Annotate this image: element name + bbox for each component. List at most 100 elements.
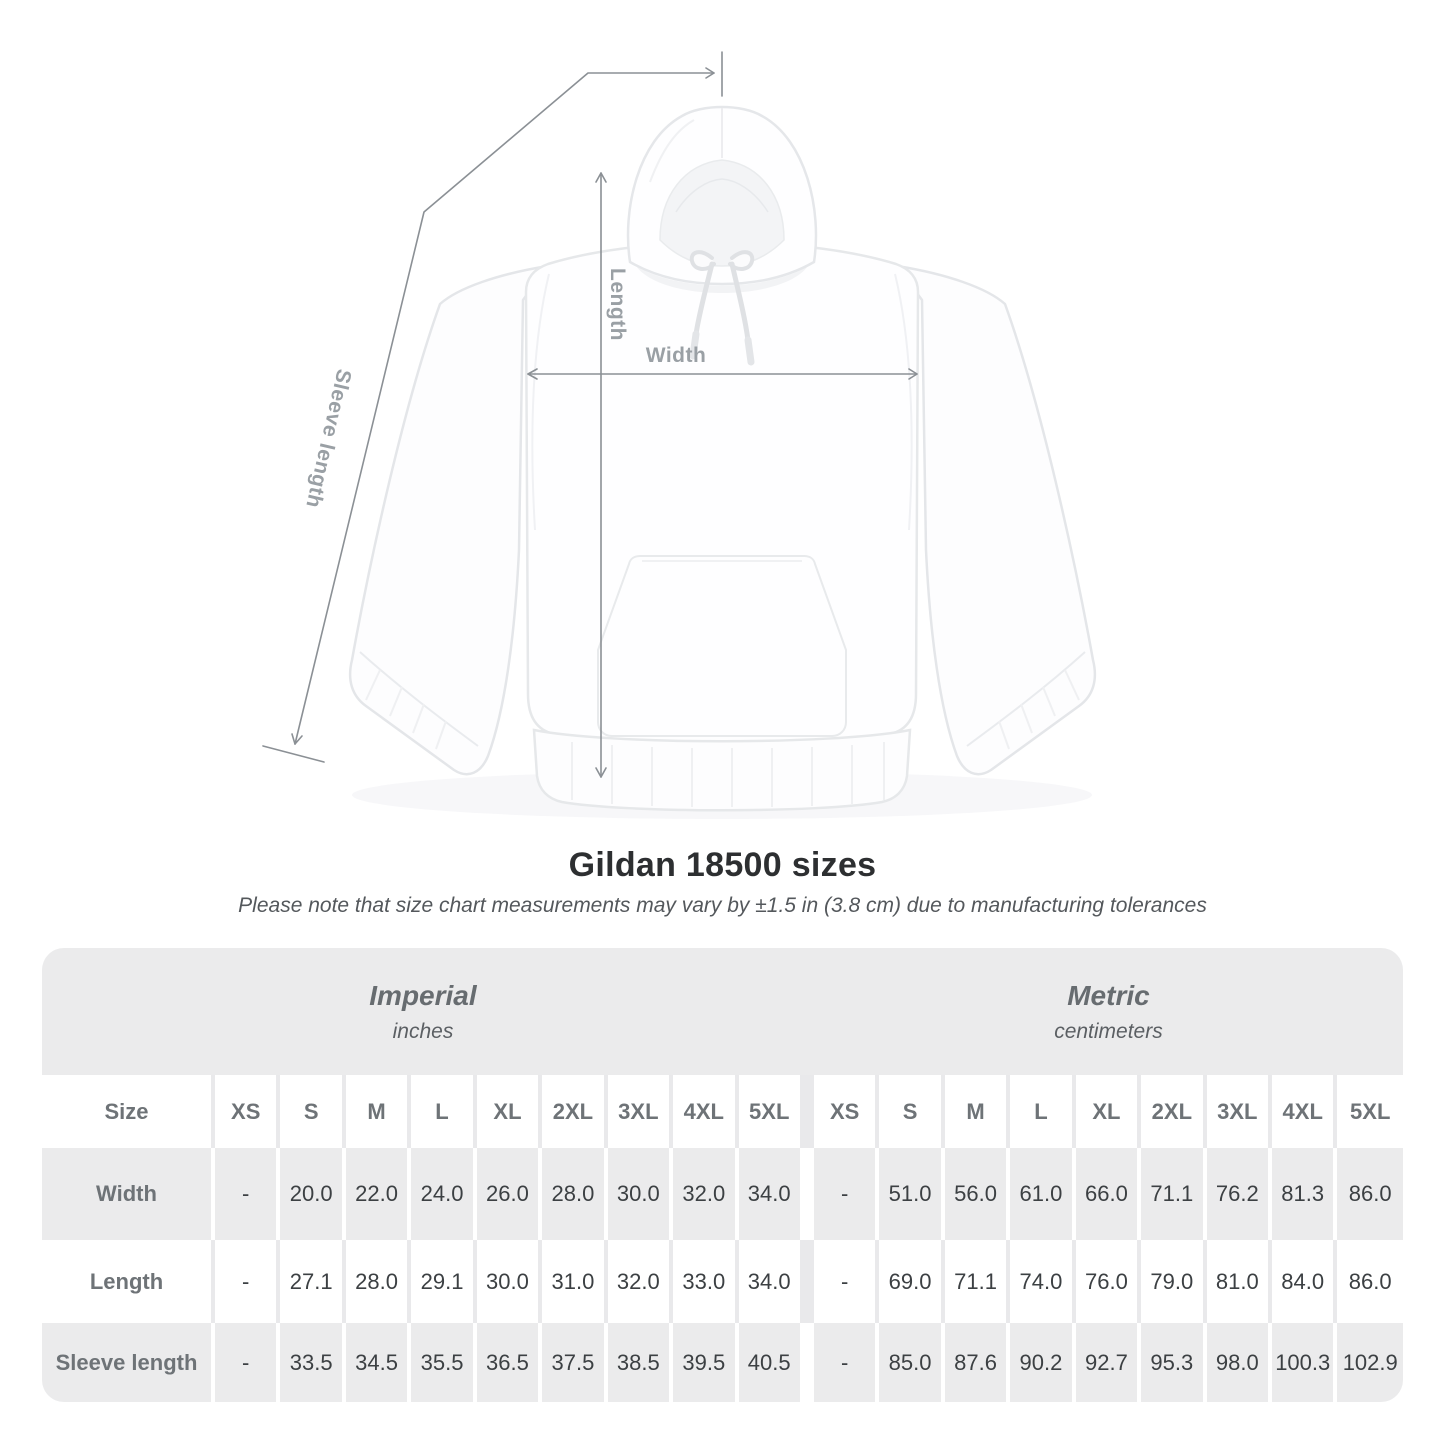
size-header-metric-4xl: 4XL [1272, 1075, 1338, 1148]
size-header-imperial-s: S [280, 1075, 346, 1148]
imperial-group-name: Imperial [369, 979, 477, 1011]
length-arrow [595, 172, 607, 778]
size-header-imperial-l: L [411, 1075, 477, 1148]
size-header-imperial-xl: XL [476, 1075, 543, 1148]
metric-value: 76.2 [1206, 1148, 1272, 1240]
imperial-value: 33.5 [280, 1323, 346, 1402]
imperial-value: 34.5 [345, 1323, 412, 1402]
metric-value: 100.3 [1272, 1323, 1338, 1402]
metric-value: 86.0 [1337, 1240, 1403, 1323]
hoodie-drawstrings [689, 250, 755, 366]
hoodie-right-cuff-seam [966, 651, 1086, 747]
imperial-group-header: Imperial inches [42, 948, 804, 1075]
imperial-value: 27.1 [280, 1240, 346, 1323]
hoodie-measurement-diagram: Width Length Sleeve length [262, 51, 1097, 812]
metric-value: - [813, 1148, 880, 1240]
imperial-value: 38.5 [607, 1323, 674, 1402]
metric-value: 76.0 [1075, 1240, 1142, 1323]
sleeve-length-arrow [262, 51, 723, 763]
imperial-value: 20.0 [280, 1148, 346, 1240]
hoodie-left-armhole-seam [531, 273, 550, 531]
size-header-imperial-4xl: 4XL [673, 1075, 739, 1148]
row-label: Width [42, 1148, 215, 1240]
group-divider [803, 1323, 814, 1402]
row-label: Length [42, 1240, 215, 1323]
metric-value: 79.0 [1141, 1240, 1207, 1323]
measurement-overlay [262, 51, 918, 778]
imperial-value: 35.5 [411, 1323, 477, 1402]
imperial-value: - [215, 1323, 281, 1402]
row-label: Sleeve length [42, 1323, 215, 1402]
size-header-metric-xs: XS [813, 1075, 880, 1148]
size-header-row: Size XS S M L XL 2XL 3XL 4XL 5XL XS S M L XL 2XL 3XL 4XL 5… [42, 1075, 1403, 1148]
hoodie-right-armhole-seam [894, 273, 913, 531]
hoodie-left-cuff-ribs [365, 669, 447, 750]
size-header-imperial-5xl: 5XL [738, 1075, 804, 1148]
measurement-row-length: Length -27.1 28.0 29.1 30.0 31.0 32.0 33.0 34.0-… [42, 1240, 1403, 1323]
imperial-value: 28.0 [345, 1240, 412, 1323]
hoodie-right-cuff-ribs [998, 669, 1080, 750]
imperial-value: 24.0 [411, 1148, 477, 1240]
group-divider [803, 1240, 814, 1323]
metric-value: 92.7 [1075, 1323, 1142, 1402]
metric-value: 51.0 [879, 1148, 945, 1240]
metric-value: - [813, 1323, 880, 1402]
metric-value: 81.0 [1206, 1240, 1272, 1323]
size-header-imperial-2xl: 2XL [542, 1075, 608, 1148]
width-arrow [527, 368, 918, 380]
sleeve-length-dimension-label: Sleeve length [301, 367, 355, 510]
metric-value: 74.0 [1010, 1240, 1076, 1323]
metric-group-unit: centimeters [1054, 1019, 1163, 1043]
size-header-metric-xl: XL [1075, 1075, 1142, 1148]
metric-value: 71.1 [944, 1240, 1011, 1323]
metric-value: 69.0 [879, 1240, 945, 1323]
hoodie-hood-lining-fold-left [675, 178, 723, 213]
group-divider [803, 948, 814, 1075]
length-dimension-label: Length [606, 268, 629, 341]
hoodie-left-cuff-seam [359, 651, 479, 747]
metric-value: 86.0 [1337, 1148, 1403, 1240]
metric-value: 84.0 [1272, 1240, 1338, 1323]
metric-value: - [813, 1240, 880, 1323]
size-header-metric-3xl: 3XL [1206, 1075, 1272, 1148]
imperial-value: 31.0 [542, 1240, 608, 1323]
metric-value: 81.3 [1272, 1148, 1338, 1240]
hoodie-hem-ribs [571, 742, 885, 807]
imperial-value: 22.0 [345, 1148, 412, 1240]
imperial-value: 34.0 [738, 1148, 804, 1240]
size-header-metric-m: M [944, 1075, 1011, 1148]
imperial-value: 30.0 [476, 1240, 543, 1323]
size-column-header: Size [42, 1075, 215, 1148]
metric-value: 66.0 [1075, 1148, 1142, 1240]
size-header-metric-s: S [879, 1075, 945, 1148]
imperial-value: 26.0 [476, 1148, 543, 1240]
tolerance-note: Please note that size chart measurements… [238, 894, 1207, 917]
metric-value: 56.0 [944, 1148, 1011, 1240]
hoodie-hood-lining-fold-right [721, 178, 769, 213]
measurement-row-width: Width -20.0 22.0 24.0 26.0 28.0 30.0 32.0 34.0-5… [42, 1148, 1403, 1240]
metric-value: 95.3 [1141, 1323, 1207, 1402]
imperial-value: 36.5 [476, 1323, 543, 1402]
hoodie-neck-shadow [636, 266, 808, 293]
imperial-value: - [215, 1148, 281, 1240]
metric-value: 71.1 [1141, 1148, 1207, 1240]
hoodie-left-sleeve [348, 264, 550, 776]
imperial-value: 30.0 [607, 1148, 674, 1240]
imperial-value: 37.5 [542, 1323, 608, 1402]
metric-value: 85.0 [879, 1323, 945, 1402]
imperial-value: 39.5 [673, 1323, 739, 1402]
hoodie-right-sleeve [895, 264, 1097, 776]
metric-value: 102.9 [1337, 1323, 1403, 1402]
metric-value: 98.0 [1206, 1323, 1272, 1402]
width-dimension-label: Width [646, 344, 707, 367]
size-header-imperial-m: M [345, 1075, 412, 1148]
page-title: Gildan 18500 sizes [568, 846, 877, 884]
group-divider [803, 1148, 814, 1240]
imperial-value: 32.0 [673, 1148, 739, 1240]
unit-group-row: Imperial inches Metric centimeters [42, 948, 1403, 1075]
metric-value: 90.2 [1010, 1323, 1076, 1402]
measurement-row-sleeve-length: Sleeve length -33.5 34.5 35.5 36.5 37.5 38.5 39… [42, 1323, 1403, 1402]
hoodie-hem [532, 728, 912, 812]
metric-value: 87.6 [944, 1323, 1011, 1402]
